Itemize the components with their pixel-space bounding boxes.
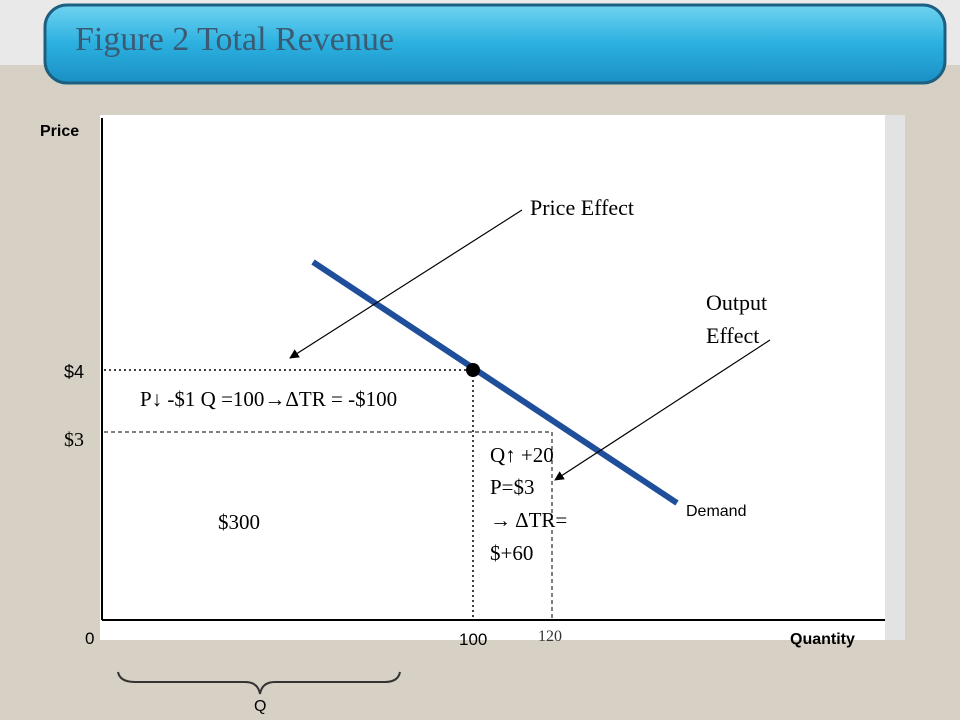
- x-tick-label: 120: [538, 628, 562, 645]
- brace-label: Q: [254, 698, 266, 715]
- y-axis-label: Price: [40, 123, 79, 140]
- x-axis-label: Quantity: [790, 631, 855, 648]
- brace: [117, 671, 401, 695]
- y-tick-label: $3: [64, 429, 84, 451]
- plot-panel: [100, 115, 905, 640]
- title: Figure 2 Total Revenue: [75, 21, 394, 58]
- title-banner: [43, 3, 947, 85]
- x-tick-label: 100: [459, 630, 487, 649]
- annotation: → ΔTR=: [490, 508, 567, 532]
- point: [466, 363, 480, 377]
- curve-label: Demand: [686, 503, 746, 520]
- arrow: [554, 339, 771, 481]
- arrow: [289, 209, 523, 359]
- origin-label: 0: [85, 629, 94, 648]
- annotation: Output: [706, 290, 767, 315]
- annotation: P=$3: [490, 475, 535, 499]
- demand-curve: [311, 259, 679, 506]
- annotation: P↓ -$1 Q =100→ΔTR = -$100: [140, 387, 397, 411]
- panel-edge: [885, 115, 905, 640]
- annotation: $300: [218, 510, 260, 534]
- annotation: Q↑ +20: [490, 443, 554, 467]
- y-tick-label: $4: [64, 362, 84, 382]
- annotation: $+60: [490, 541, 533, 565]
- annotation: Price Effect: [530, 195, 634, 220]
- annotation: Effect: [706, 323, 759, 348]
